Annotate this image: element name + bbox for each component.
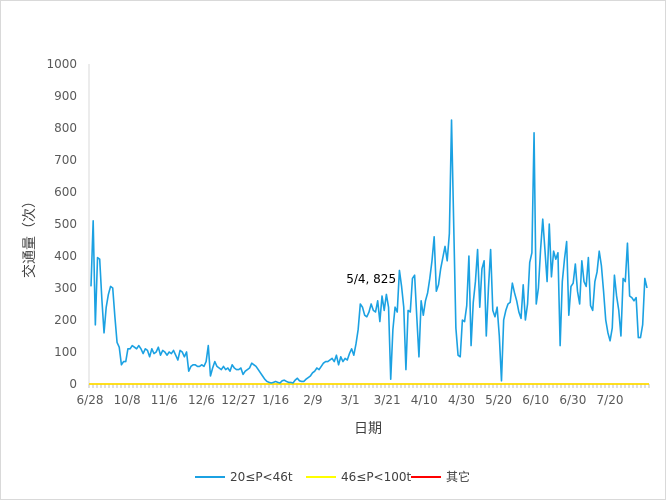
y-tick-label: 800 bbox=[54, 121, 77, 135]
y-tick-label: 0 bbox=[69, 377, 77, 391]
legend: 20≤P<46t 46≤P<100t 其它 bbox=[195, 469, 470, 484]
series-line bbox=[90, 119, 648, 384]
y-tick-label: 500 bbox=[54, 217, 77, 231]
x-axis: 6/28 10/8 11/6 12/6 12/27 1/16 2/9 3/1 3/21 4/10 4… bbox=[77, 383, 650, 407]
x-tick-label: 6/10 bbox=[522, 393, 549, 407]
y-tick-label: 700 bbox=[54, 153, 77, 167]
x-tick-label: 6/30 bbox=[559, 393, 586, 407]
x-tick-label: 2/9 bbox=[303, 393, 322, 407]
series-layer bbox=[89, 119, 649, 385]
y-axis-title: 交通量（次） bbox=[21, 194, 38, 278]
x-tick-label: 7/20 bbox=[597, 393, 624, 407]
y-tick-label: 600 bbox=[54, 185, 77, 199]
x-tick-label: 12/27 bbox=[221, 393, 256, 407]
x-tick-label: 4/10 bbox=[411, 393, 438, 407]
legend-label: 46≤P<100t bbox=[341, 470, 412, 484]
x-tick-label: 6/28 bbox=[77, 393, 104, 407]
x-tick-label: 5/20 bbox=[485, 393, 512, 407]
y-tick-label: 300 bbox=[54, 281, 77, 295]
x-tick-label: 11/6 bbox=[151, 393, 178, 407]
peak-annotation: 5/4, 825 bbox=[346, 272, 396, 286]
x-tick-label: 10/8 bbox=[114, 393, 141, 407]
y-tick-label: 400 bbox=[54, 249, 77, 263]
y-tick-label: 900 bbox=[54, 89, 77, 103]
x-tick-label: 1/16 bbox=[262, 393, 289, 407]
legend-label: 其它 bbox=[446, 469, 470, 484]
legend-label: 20≤P<46t bbox=[230, 470, 293, 484]
y-tick-label: 1000 bbox=[46, 57, 77, 71]
y-tick-label: 100 bbox=[54, 345, 77, 359]
x-tick-label: 3/21 bbox=[374, 393, 401, 407]
x-axis-title: 日期 bbox=[354, 421, 382, 437]
x-tick-label: 12/6 bbox=[188, 393, 215, 407]
x-tick-label: 3/1 bbox=[340, 393, 359, 407]
x-tick-label: 4/30 bbox=[448, 393, 475, 407]
y-axis-ticks: 0 100 200 300 400 500 600 700 800 900 1000 bbox=[46, 57, 90, 391]
y-tick-label: 200 bbox=[54, 313, 77, 327]
